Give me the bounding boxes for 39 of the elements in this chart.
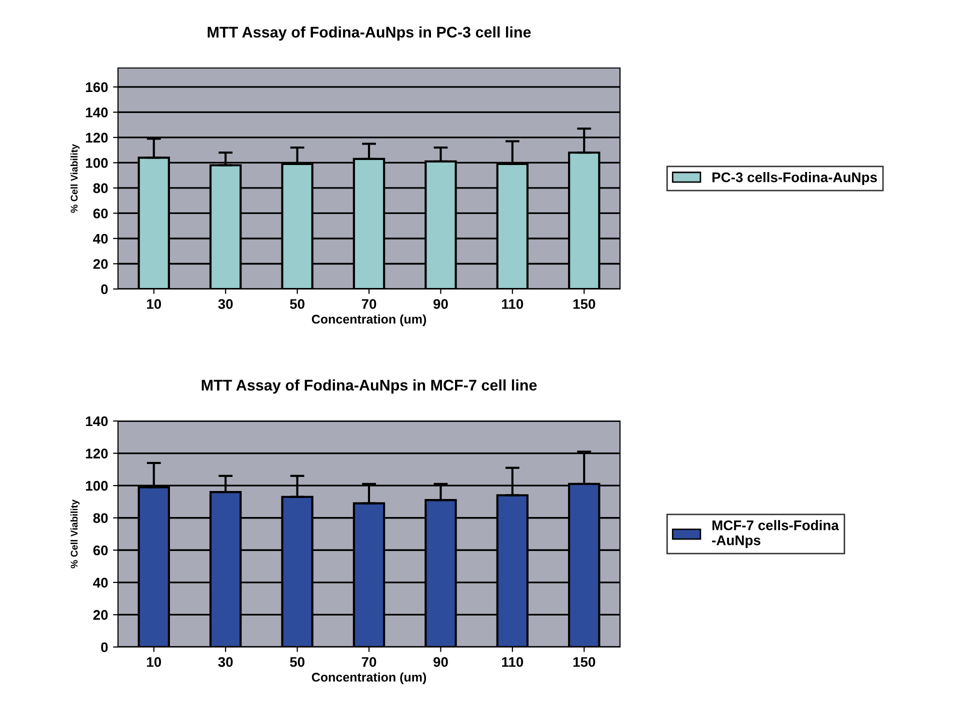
x-tick-label: 90 [433, 299, 448, 309]
x-tick-label: 150 [573, 299, 596, 309]
x-tick-label: 50 [290, 299, 304, 309]
x-tick-label: 110 [502, 657, 524, 667]
y-tick-label: 20 [93, 259, 108, 269]
y-tick-label: 0 [101, 642, 108, 652]
y-tick-label: 140 [86, 416, 108, 426]
y-tick-label: 40 [93, 234, 108, 244]
y-tick-label: 80 [93, 183, 108, 194]
y-tick-label: 120 [86, 448, 108, 458]
legend-label: MCF-7 cells-Fodina -AuNps [712, 520, 839, 548]
x-tick-label: 10 [147, 657, 162, 667]
y-tick-label: 80 [93, 513, 108, 524]
legend-label: PC-3 cells-Fodina-AuNps [712, 172, 877, 185]
chart-title: MTT Assay of Fodina-AuNps in PC-3 cell line [208, 26, 531, 41]
y-tick-label: 100 [86, 480, 108, 491]
y-tick-label: 60 [93, 545, 108, 556]
y-tick-label: 160 [86, 82, 108, 92]
y-tick-label: 60 [93, 208, 108, 218]
chart-title: MTT Assay of Fodina-AuNps in MCF-7 cell line [202, 379, 537, 394]
x-tick-label: 90 [433, 657, 448, 667]
x-tick-label: 10 [147, 299, 162, 309]
y-tick-label: 40 [93, 578, 108, 588]
y-tick-label: 100 [86, 158, 108, 168]
x-axis-title: Concentration (um) [312, 672, 426, 684]
y-tick-label: 20 [93, 610, 108, 620]
y-tick-label: 120 [86, 132, 108, 143]
x-tick-label: 30 [218, 657, 233, 667]
x-tick-label: 30 [218, 299, 233, 309]
x-tick-label: 110 [502, 299, 524, 309]
y-axis-title: % Cell Viability [70, 500, 80, 568]
y-tick-label: 0 [101, 284, 108, 294]
x-tick-label: 70 [362, 657, 376, 667]
x-tick-label: 70 [362, 299, 376, 309]
x-axis-title: Concentration (um) [312, 314, 426, 326]
x-tick-label: 50 [290, 657, 304, 667]
y-axis-title: % Cell Viability [70, 144, 80, 213]
y-tick-label: 140 [86, 108, 108, 118]
x-tick-label: 150 [573, 657, 596, 667]
